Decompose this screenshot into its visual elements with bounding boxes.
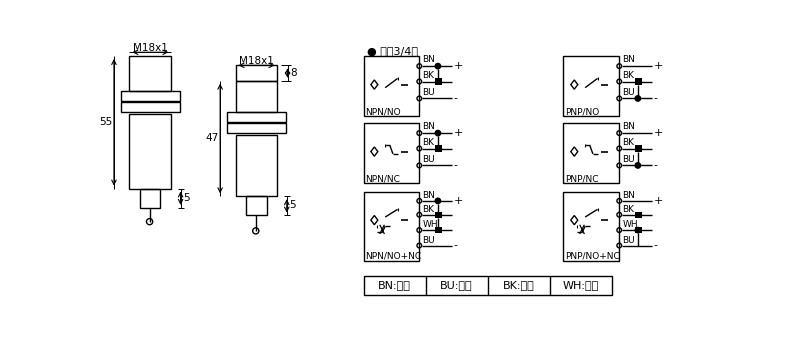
Text: +: + [454, 196, 462, 206]
Text: +: + [454, 61, 462, 71]
Bar [130, 56, 171, 91]
Text: -: - [654, 161, 658, 170]
Text: BK: BK [622, 71, 634, 80]
Text: PNP/NO: PNP/NO [565, 107, 599, 116]
Text: BK: BK [422, 71, 434, 80]
Text: -: - [654, 93, 658, 103]
Text: BN: BN [622, 122, 635, 131]
Text: -: - [454, 240, 458, 251]
Text: +: + [654, 61, 662, 71]
Bar [236, 135, 278, 196]
Text: NPN/NO: NPN/NO [365, 107, 401, 116]
Bar [363, 191, 419, 261]
Bar [227, 112, 286, 121]
Text: ● 直冁3/4线: ● 直冁3/4线 [366, 46, 418, 56]
Bar [121, 91, 180, 101]
Text: BU:兰色: BU:兰色 [440, 280, 473, 290]
Text: BU: BU [622, 88, 635, 97]
Text: BN: BN [622, 56, 635, 64]
Bar [563, 191, 619, 261]
Text: -: - [654, 240, 658, 251]
Text: BN: BN [422, 191, 435, 200]
Circle shape [635, 96, 641, 101]
Circle shape [435, 63, 441, 69]
Bar [634, 78, 642, 84]
Text: 47: 47 [206, 133, 218, 144]
Text: BK: BK [622, 205, 634, 214]
Bar [563, 56, 619, 116]
Text: BN: BN [422, 56, 435, 64]
Text: BN:棕色: BN:棕色 [378, 280, 411, 290]
Bar [140, 189, 161, 208]
Text: BU: BU [622, 235, 635, 245]
Bar [634, 227, 642, 233]
Bar [435, 78, 442, 84]
Circle shape [435, 198, 441, 203]
Text: BK: BK [422, 205, 434, 214]
Text: NPN/NC: NPN/NC [365, 174, 400, 183]
Bar [363, 123, 419, 183]
Text: PNP/NO+NC: PNP/NO+NC [565, 252, 620, 261]
Text: BK:黑色: BK:黑色 [502, 280, 534, 290]
Text: BK: BK [622, 138, 634, 147]
Text: WH: WH [422, 220, 438, 229]
Text: BU: BU [422, 155, 435, 164]
Bar [363, 56, 419, 116]
Bar [634, 145, 642, 152]
Text: BU: BU [422, 235, 435, 245]
Text: -: - [454, 161, 458, 170]
Text: +: + [654, 196, 662, 206]
Bar [121, 102, 180, 112]
Text: 5: 5 [183, 193, 190, 203]
Text: M18x1: M18x1 [133, 43, 168, 54]
Bar [363, 276, 611, 295]
Text: BN: BN [422, 122, 435, 131]
Circle shape [635, 163, 641, 168]
Text: BK: BK [422, 138, 434, 147]
Text: 8: 8 [290, 68, 297, 78]
Text: BN: BN [622, 191, 635, 200]
Bar [236, 81, 278, 112]
Bar [435, 212, 442, 218]
Text: 5: 5 [289, 201, 296, 210]
Circle shape [435, 130, 441, 136]
Text: WH:白色: WH:白色 [562, 280, 598, 290]
Bar [435, 227, 442, 233]
Bar [634, 212, 642, 218]
Bar [563, 123, 619, 183]
Text: BU: BU [422, 88, 435, 97]
Text: WH: WH [622, 220, 638, 229]
Bar [227, 123, 286, 133]
Text: BU: BU [622, 155, 635, 164]
Text: -: - [454, 93, 458, 103]
Bar [130, 114, 171, 189]
Text: +: + [654, 128, 662, 138]
Circle shape [635, 227, 641, 233]
Bar [236, 65, 278, 81]
Text: +: + [454, 128, 462, 138]
Text: M18x1: M18x1 [239, 56, 274, 66]
Text: NPN/NO+NC: NPN/NO+NC [365, 252, 421, 261]
Bar [435, 145, 442, 152]
Text: PNP/NC: PNP/NC [565, 174, 598, 183]
Text: 55: 55 [99, 117, 112, 127]
Bar [246, 196, 266, 215]
